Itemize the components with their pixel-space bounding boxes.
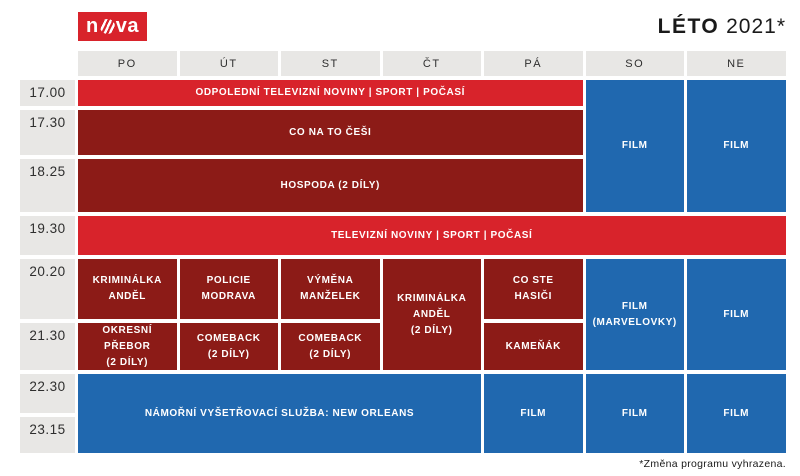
time-label-1930: 19.30 bbox=[20, 216, 75, 255]
program-cell-film-so-early: FILM bbox=[585, 80, 684, 212]
day-header-st: ST bbox=[281, 51, 380, 76]
program-cell-film-ne-prime: FILM bbox=[687, 259, 786, 370]
schedule-grid: PO ÚT ST ČT PÁ SO NE 17.00 17.30 18.25 1… bbox=[20, 51, 786, 453]
program-cell-odpoledni-noviny: ODPOLEDNÍ TELEVIZNÍ NOVINY | SPORT | POČ… bbox=[78, 80, 583, 106]
season-title-word: LÉTO bbox=[657, 15, 720, 38]
program-cell-namorni-vysetrovaci-sluzba: NÁMOŘNÍ VYŠETŘOVACÍ SLUŽBA: NEW ORLEANS bbox=[78, 374, 481, 453]
day-header-pa: PÁ bbox=[484, 51, 583, 76]
nova-logo: n va bbox=[78, 12, 147, 41]
program-cell-film-marvelovky: FILM (MARVELOVKY) bbox=[585, 259, 684, 370]
time-label-2020: 20.20 bbox=[20, 259, 75, 319]
day-header-ne: NE bbox=[687, 51, 786, 76]
time-label-2130: 21.30 bbox=[20, 323, 75, 370]
grid-corner-spacer bbox=[20, 51, 75, 76]
program-cell-film-pa-late: FILM bbox=[484, 374, 583, 453]
program-cell-comeback-ut: COMEBACK (2 DÍLY) bbox=[179, 323, 278, 370]
program-cell-co-na-to-cesi: CO NA TO ČEŠI bbox=[78, 110, 583, 155]
program-cell-film-ne-early: FILM bbox=[687, 80, 786, 212]
program-cell-kamenak: KAMEŇÁK bbox=[484, 323, 583, 370]
program-cell-kriminalka-andel: KRIMINÁLKA ANDĚL bbox=[78, 259, 177, 319]
season-title-year: 2021* bbox=[726, 15, 786, 38]
program-cell-film-so-late: FILM bbox=[585, 374, 684, 453]
program-cell-hospoda: HOSPODA (2 DÍLY) bbox=[78, 159, 583, 212]
program-cell-policie-modrava: POLICIE MODRAVA bbox=[179, 259, 278, 319]
time-label-2230: 22.30 bbox=[20, 374, 75, 413]
day-header-so: SO bbox=[585, 51, 684, 76]
nova-logo-text-left: n bbox=[86, 15, 99, 37]
program-cell-comeback-st: COMEBACK (2 DÍLY) bbox=[281, 323, 380, 370]
program-cell-televizni-noviny: TELEVIZNÍ NOVINY | SPORT | POČASÍ bbox=[78, 216, 786, 255]
nova-logo-o-icon bbox=[99, 19, 115, 34]
program-change-footnote: *Změna programu vyhrazena. bbox=[639, 458, 786, 470]
program-cell-co-ste-hasici: CO STE HASIČI bbox=[484, 259, 583, 319]
day-header-ut: ÚT bbox=[179, 51, 278, 76]
time-label-2315: 23.15 bbox=[20, 417, 75, 453]
program-cell-kriminalka-andel-2dily: KRIMINÁLKA ANDĚL (2 DÍLY) bbox=[382, 259, 481, 370]
program-cell-film-ne-late: FILM bbox=[687, 374, 786, 453]
day-header-ct: ČT bbox=[382, 51, 481, 76]
time-label-1825: 18.25 bbox=[20, 159, 75, 212]
time-label-1700: 17.00 bbox=[20, 80, 75, 106]
program-cell-okresni-prebor: OKRESNÍ PŘEBOR (2 DÍLY) bbox=[78, 323, 177, 370]
season-title: LÉTO 2021* bbox=[658, 15, 786, 39]
time-label-1730: 17.30 bbox=[20, 110, 75, 155]
program-cell-vymena-manzelek: VÝMĚNA MANŽELEK bbox=[281, 259, 380, 319]
day-header-po: PO bbox=[78, 51, 177, 76]
nova-logo-text-right: va bbox=[115, 15, 139, 37]
